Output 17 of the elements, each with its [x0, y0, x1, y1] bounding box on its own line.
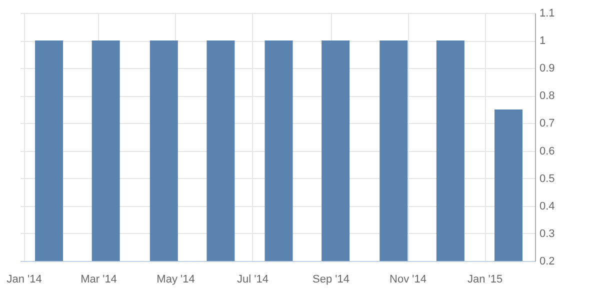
x-tick-label: Mar '14 — [80, 274, 117, 286]
y-tick-label: 0.7 — [540, 118, 555, 130]
x-tick-label: May '14 — [156, 274, 195, 286]
x-tick-label: Sep '14 — [312, 274, 350, 286]
y-tick-label: 0.9 — [540, 62, 555, 75]
y-tick-label: 0.3 — [540, 228, 555, 240]
y-tick-label: 0.5 — [540, 172, 555, 185]
y-tick-label: 1.1 — [540, 8, 555, 20]
y-tick-label: 1 — [540, 35, 546, 48]
y-tick-label: 0.6 — [540, 145, 555, 158]
y-tick-label: 0.4 — [540, 200, 555, 212]
x-tick-label: Jan '15 — [467, 274, 503, 286]
x-tick-label: Nov '14 — [390, 274, 426, 286]
x-tick-label: Jul '14 — [237, 274, 268, 286]
y-tick-label: 0.2 — [540, 256, 555, 268]
y-tick-label: 0.8 — [540, 90, 555, 102]
x-tick-label: Jan '14 — [6, 274, 42, 286]
